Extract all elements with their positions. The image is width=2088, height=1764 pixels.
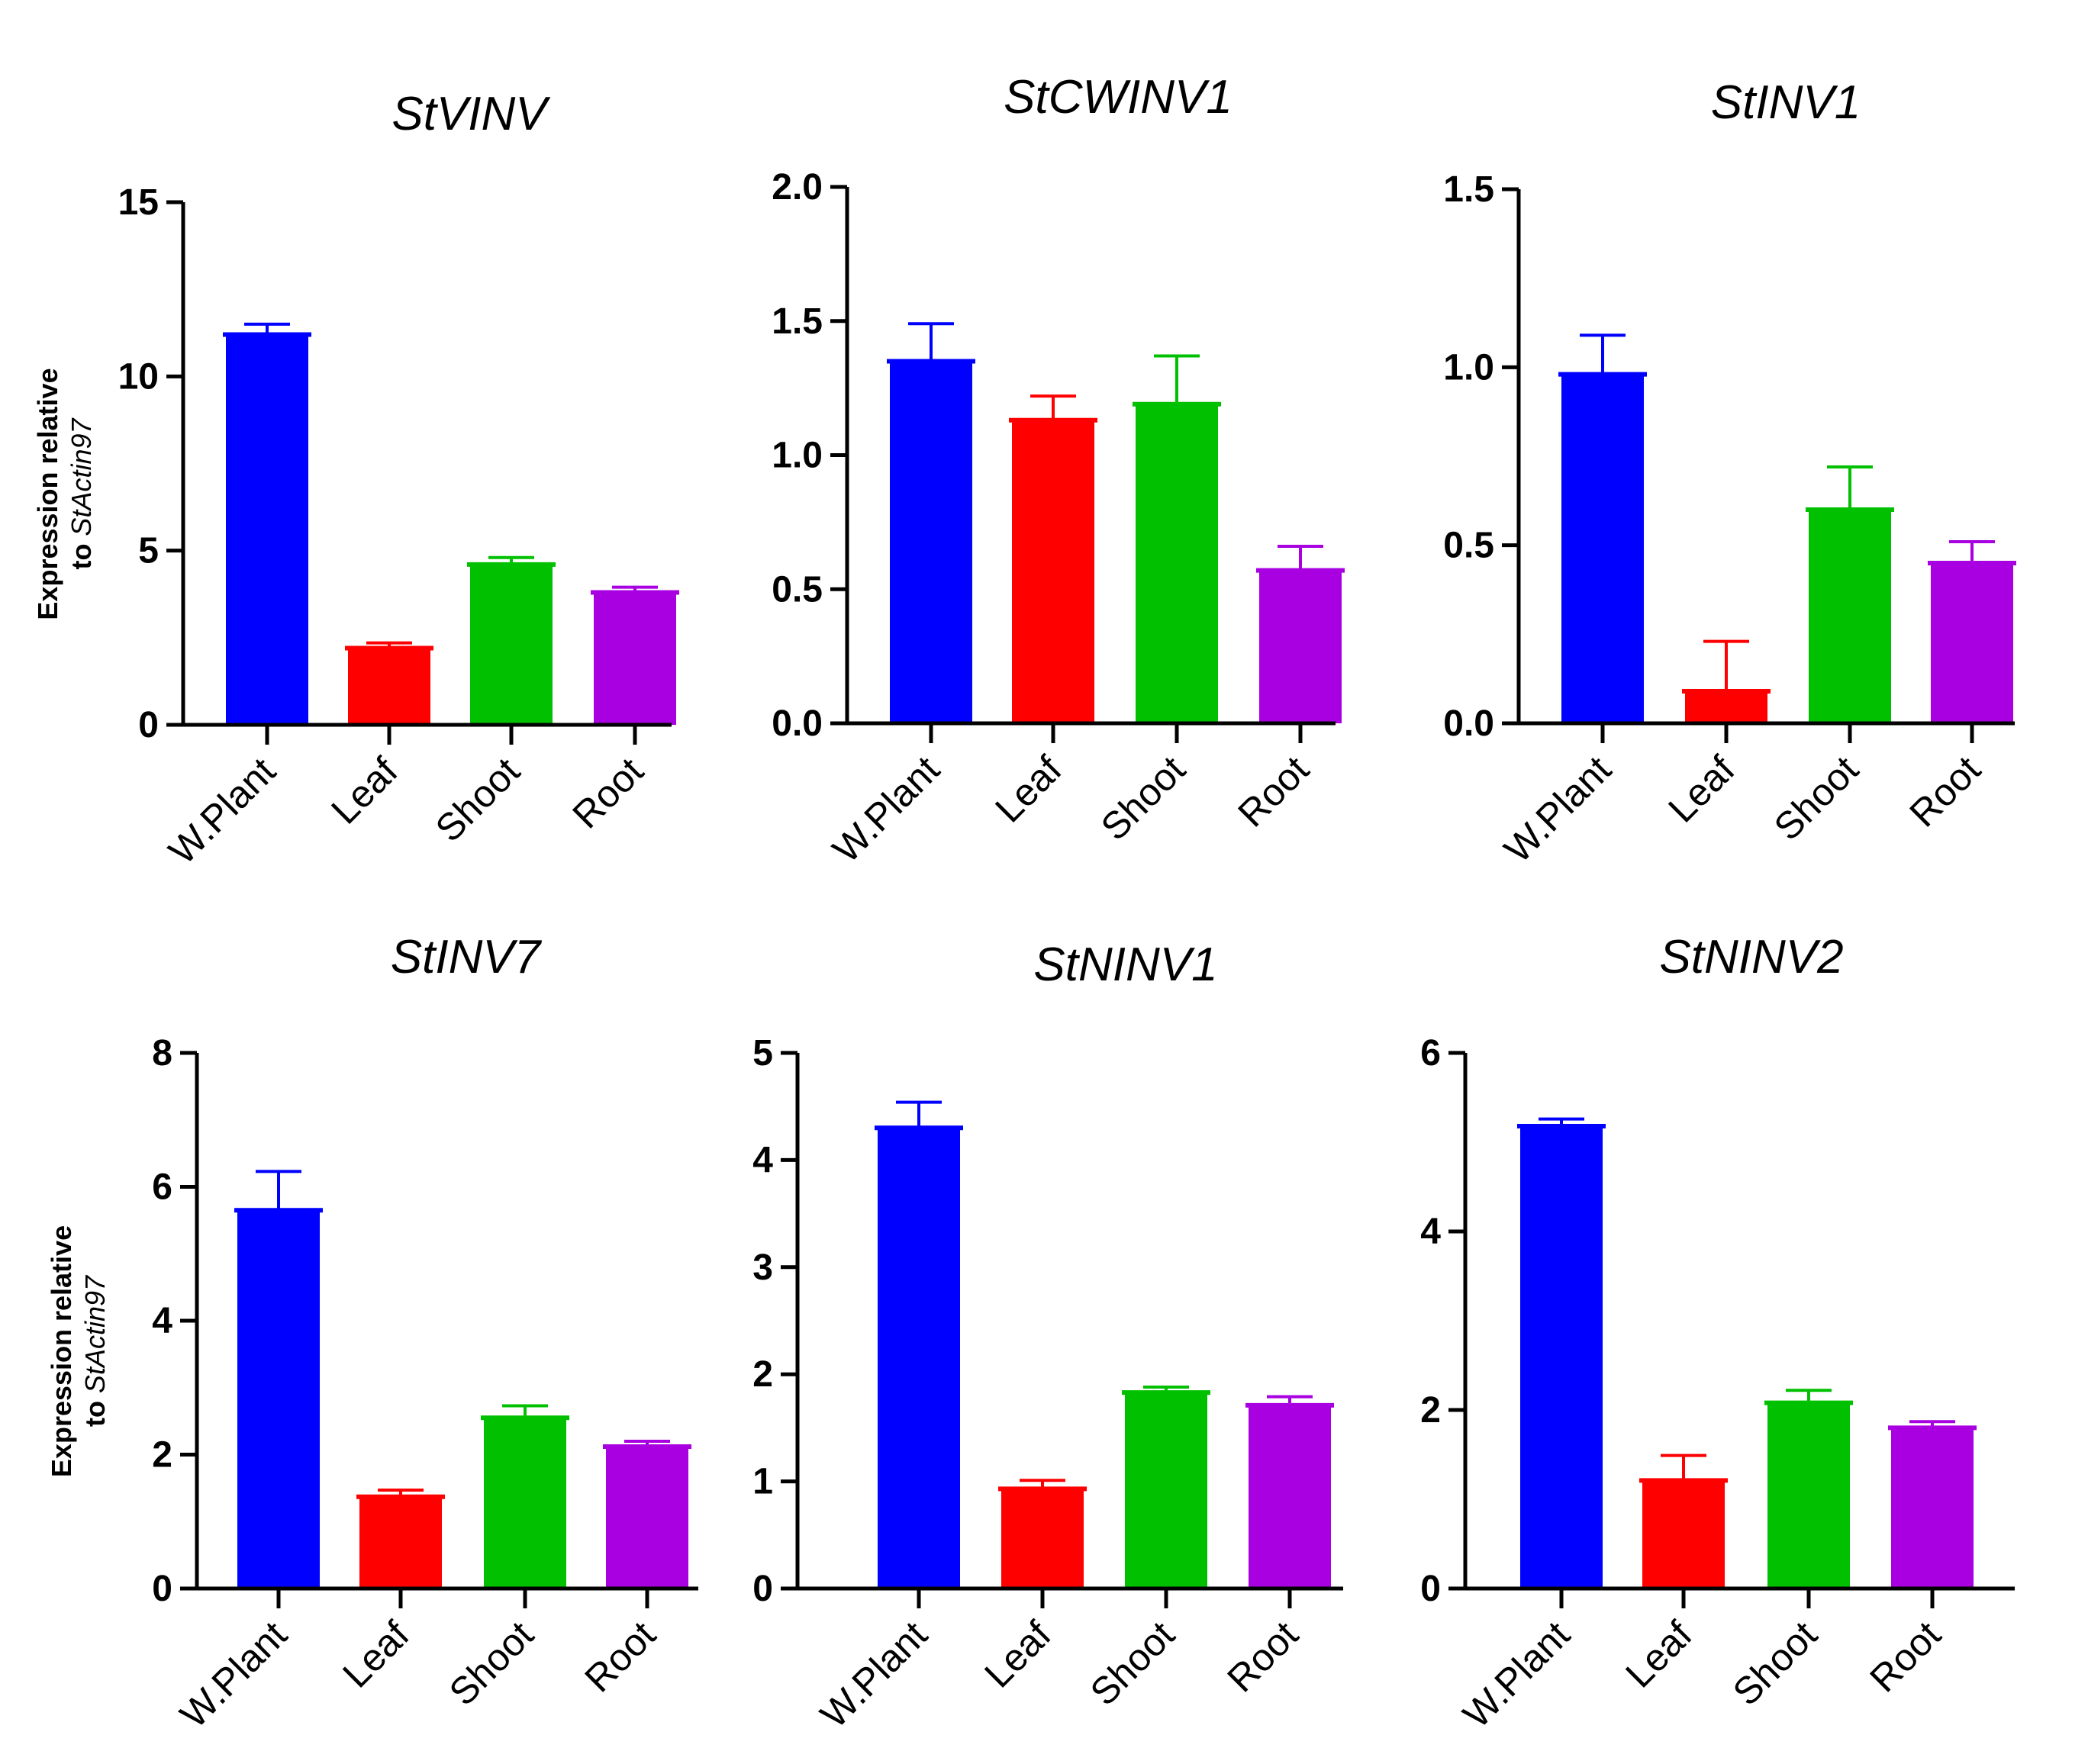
x-tick-label: Shoot (1725, 1613, 1825, 1714)
x-tick-label: W.Plant (1496, 748, 1619, 871)
x-tick-label: Shoot (441, 1613, 542, 1714)
y-tick-label: 0.0 (1443, 703, 1494, 744)
bar-shoot (484, 1418, 566, 1589)
x-tick-label: Leaf (987, 748, 1069, 830)
y-axis-label: Expression relativeto StActin97 (32, 368, 97, 620)
bar-leaf (1685, 691, 1767, 723)
y-tick-label: 6 (1420, 1033, 1441, 1074)
bar-shoot (1767, 1402, 1850, 1589)
bar-leaf (348, 648, 430, 725)
bar-leaf (1001, 1489, 1084, 1589)
chart-panel-stninv1: StNINV1 0 1 2 3 4 5 W.Plant Leaf Shoot Root (752, 938, 1343, 1737)
bar-shoot (1809, 510, 1891, 723)
bar-leaf (1642, 1480, 1725, 1589)
y-tick-label: 15 (118, 182, 159, 223)
bar-shoot (1125, 1392, 1207, 1589)
bar-root (1931, 563, 2013, 723)
x-tick-label: Shoot (427, 749, 528, 850)
y-tick-label: 2 (152, 1435, 172, 1476)
y-tick-label: 3 (752, 1247, 773, 1288)
y-tick-label: 0 (152, 1569, 172, 1609)
y-tick-label: 2 (752, 1354, 773, 1395)
y-tick-label: 1 (752, 1462, 773, 1502)
bar-wplant (1520, 1125, 1603, 1589)
chart-title: StINV1 (1711, 76, 1861, 129)
bar-leaf (1012, 420, 1094, 723)
bar-root (594, 592, 676, 725)
chart-panel-stinv7: StINV7 0 2 4 6 8 W.Plant Leaf Shoot Root Expressio… (46, 931, 698, 1737)
bar-wplant (878, 1128, 960, 1589)
y-tick-label: 1.0 (772, 436, 823, 476)
bar-wplant (237, 1210, 320, 1589)
x-tick-label: Leaf (1617, 1613, 1700, 1695)
x-tick-label: Root (1901, 748, 1988, 835)
x-tick-label: W.Plant (172, 1613, 295, 1737)
y-tick-label: 1.5 (1443, 169, 1494, 210)
bar-root (1249, 1405, 1331, 1589)
y-tick-label: 4 (152, 1301, 172, 1341)
bar-root (1891, 1428, 1974, 1589)
bar-leaf (359, 1496, 442, 1589)
bar-shoot (1136, 404, 1218, 723)
x-tick-label: Root (1219, 1613, 1306, 1700)
x-tick-label: Shoot (1766, 748, 1867, 848)
x-tick-label: W.Plant (812, 1613, 936, 1737)
x-tick-label: Root (1229, 748, 1316, 835)
chart-title: StVINV (392, 88, 551, 140)
y-tick-label: 0 (138, 705, 159, 745)
y-tick-label: 4 (752, 1140, 773, 1180)
x-tick-label: Leaf (1660, 748, 1742, 830)
y-tick-label: 2.0 (772, 167, 823, 208)
y-tick-label: 0 (1420, 1569, 1441, 1609)
x-tick-label: Root (576, 1613, 663, 1700)
chart-panel-stcwinv1: StCWINV1 0.0 0.5 1.0 1.5 2.0 W.Plant Leaf Shoot R… (772, 71, 1345, 871)
y-tick-label: 5 (138, 531, 159, 571)
chart-title: StINV7 (391, 931, 543, 983)
y-tick-label: 0 (752, 1569, 773, 1609)
y-tick-label: 8 (152, 1033, 172, 1074)
x-tick-label: Leaf (323, 749, 405, 832)
x-tick-label: W.Plant (824, 748, 948, 871)
bar-root (606, 1446, 688, 1589)
chart-title: StNINV2 (1659, 931, 1843, 983)
y-tick-label: 0.5 (1443, 526, 1494, 566)
chart-panel-stvinv: StVINV 0 5 10 15 W.Plant Leaf Shoot Root Expressi… (32, 88, 679, 873)
chart-panel-stinv1: StINV1 0.0 0.5 1.0 1.5 W.Plant Leaf Shoot Root (1443, 76, 2016, 871)
y-tick-label: 0.5 (772, 569, 823, 610)
x-tick-label: W.Plant (1455, 1613, 1578, 1737)
x-tick-label: Shoot (1082, 1613, 1183, 1714)
bar-root (1259, 570, 1342, 723)
x-tick-label: Root (564, 749, 651, 836)
y-tick-label: 2 (1420, 1390, 1441, 1431)
y-tick-label: 0.0 (772, 703, 823, 744)
bar-shoot (470, 564, 553, 725)
x-tick-label: Root (1861, 1613, 1948, 1700)
y-tick-label: 1.5 (772, 301, 823, 342)
x-tick-label: Leaf (976, 1613, 1058, 1695)
x-tick-label: Shoot (1093, 748, 1194, 848)
x-tick-label: W.Plant (160, 749, 284, 873)
chart-title: StNINV1 (1033, 938, 1217, 991)
chart-title: StCWINV1 (1004, 71, 1232, 124)
x-tick-label: Leaf (334, 1613, 417, 1695)
chart-panel-stninv2: StNINV2 0 2 4 6 W.Plant Leaf Shoot Root (1420, 931, 2015, 1737)
y-tick-label: 5 (752, 1033, 773, 1074)
bar-wplant (226, 334, 308, 725)
y-tick-label: 6 (152, 1167, 172, 1208)
y-axis-label: Expression relativeto StActin97 (46, 1225, 111, 1477)
y-tick-label: 10 (118, 356, 159, 397)
y-tick-label: 4 (1420, 1212, 1441, 1252)
bar-wplant (890, 361, 972, 723)
y-tick-label: 1.0 (1443, 347, 1494, 388)
bar-wplant (1561, 374, 1644, 723)
